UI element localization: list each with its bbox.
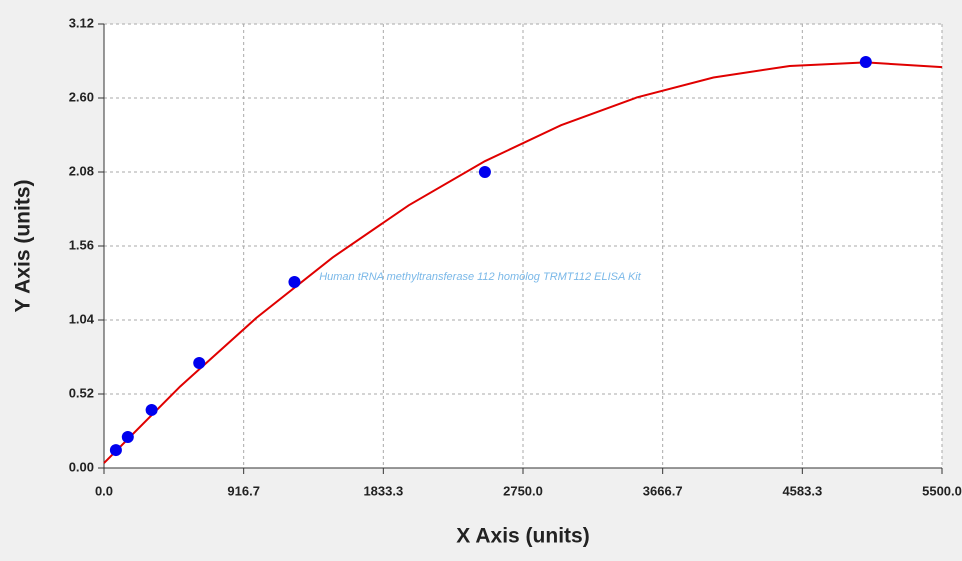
y-tick-label: 0.00 bbox=[69, 459, 94, 474]
data-point bbox=[145, 403, 158, 416]
data-point bbox=[193, 356, 206, 369]
data-point bbox=[109, 444, 122, 457]
data-point bbox=[478, 166, 491, 178]
y-tick-label: 1.04 bbox=[69, 311, 95, 326]
x-tick-label: 2750.0 bbox=[503, 483, 543, 498]
x-tick-label: 4583.3 bbox=[782, 483, 822, 498]
x-tick-label: 1833.3 bbox=[363, 483, 403, 498]
y-tick-label: 2.60 bbox=[69, 89, 94, 104]
data-point bbox=[859, 55, 872, 68]
x-axis-title: X Axis (units) bbox=[456, 525, 589, 548]
data-point bbox=[121, 430, 134, 443]
x-tick-label: 5500.0 bbox=[922, 483, 962, 498]
y-tick-label: 2.08 bbox=[69, 163, 94, 178]
x-tick-label: 0.0 bbox=[95, 483, 113, 498]
y-axis-title: Y Axis (units) bbox=[12, 179, 35, 312]
annotation: Human tRNA methyltransferase 112 homolog… bbox=[319, 271, 642, 283]
y-tick-label: 0.52 bbox=[69, 385, 94, 400]
x-tick-label: 916.7 bbox=[227, 483, 260, 498]
y-tick-label: 3.12 bbox=[69, 15, 94, 30]
fit-curve bbox=[103, 61, 943, 464]
data-point bbox=[288, 276, 301, 289]
x-tick-label: 3666.7 bbox=[643, 483, 683, 498]
y-tick-label: 1.56 bbox=[69, 237, 94, 252]
